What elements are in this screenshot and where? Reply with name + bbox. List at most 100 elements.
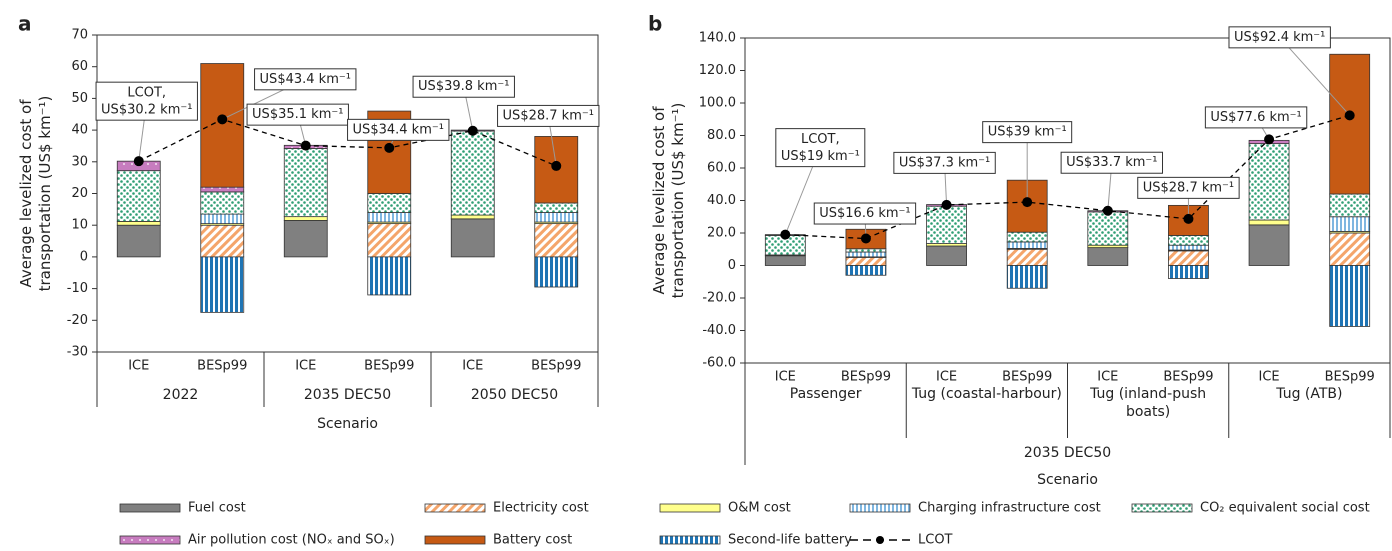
x-tick-label: BESp99 xyxy=(531,359,581,374)
x-tick-label: BESp99 xyxy=(1325,370,1375,385)
bar-segment xyxy=(1248,143,1290,221)
bar-segment xyxy=(1087,247,1129,266)
y-tick-label: -10 xyxy=(67,281,88,296)
group-label: 2050 DEC50 xyxy=(470,387,559,403)
lcot-point xyxy=(217,114,228,125)
y-tick-label: -20 xyxy=(67,313,88,328)
lcot-label: US$92.4 km⁻¹ xyxy=(1234,30,1325,45)
bar-segment xyxy=(367,212,412,223)
lcot-annotation: US$77.6 km⁻¹ xyxy=(1204,106,1308,129)
y-tick-label: 0 xyxy=(80,249,88,264)
annotation-box xyxy=(412,75,515,98)
y-axis-label: Average levelized cost oftransportation … xyxy=(650,103,687,299)
annotation-box xyxy=(982,121,1073,144)
lcot-annotation: LCOT, US$30.2 km⁻¹ xyxy=(95,81,198,121)
y-tick-label: -60.0 xyxy=(702,356,736,371)
bar-segment xyxy=(116,220,161,226)
bar-segment xyxy=(200,256,245,313)
y-axis-label: Average levelized cost oftransportation … xyxy=(17,96,54,292)
legend-swatch xyxy=(659,535,721,545)
lcot-point xyxy=(1102,205,1113,216)
y-tick-label: 20.0 xyxy=(707,226,736,241)
lcot-label: US$33.7 km⁻¹ xyxy=(1066,155,1157,170)
legend-swatch xyxy=(849,503,911,513)
lcot-label: US$35.1 km⁻¹ xyxy=(252,107,343,122)
annotation-box xyxy=(246,103,349,126)
legend-swatch xyxy=(424,535,486,545)
bar-segment xyxy=(116,170,161,222)
lcot-annotation: US$28.7 km⁻¹ xyxy=(1137,176,1240,199)
bar-segment xyxy=(1006,241,1048,249)
lcot-annotation: US$92.4 km⁻¹ xyxy=(1228,26,1331,49)
bar-segment xyxy=(450,218,495,258)
legend-label: Battery cost xyxy=(493,533,572,548)
bar-segment xyxy=(283,220,328,258)
bar-segment xyxy=(283,216,328,221)
lcot-annotation: US$34.4 km⁻¹ xyxy=(347,118,450,141)
bar-segment xyxy=(1248,224,1290,266)
annotation-box xyxy=(1204,106,1308,129)
lcot-annotation: US$39.8 km⁻¹ xyxy=(412,75,515,98)
annotation-box xyxy=(893,151,996,174)
bar-segment xyxy=(1087,211,1129,246)
legend-label: Charging infrastructure cost xyxy=(918,501,1101,516)
bar-segment xyxy=(764,255,806,266)
y-tick-label: -20.0 xyxy=(702,291,736,306)
lcot-label: US$28.7 km⁻¹ xyxy=(1143,180,1234,195)
group-label: 2022 xyxy=(162,387,199,403)
y-tick-label: 0 xyxy=(728,258,736,273)
lcot-point xyxy=(860,233,871,244)
group-label: Tug (coastal-harbour) xyxy=(911,386,1062,402)
bar-segment xyxy=(534,223,579,258)
bar-segment xyxy=(845,248,887,253)
x-tick-label: BESp99 xyxy=(364,359,414,374)
lcot-line xyxy=(785,114,1350,240)
x-tick-label: BESp99 xyxy=(197,359,247,374)
bar-segment xyxy=(534,202,579,213)
bar-segment xyxy=(1168,244,1209,251)
y-tick-label: 60 xyxy=(71,59,88,74)
lcot-point xyxy=(133,156,144,167)
group-label: Tug (inland-push boats) xyxy=(1090,386,1207,420)
lcot-point xyxy=(1022,197,1033,208)
bar-segment xyxy=(283,148,328,218)
bar-segment xyxy=(367,223,412,258)
lcot-label: LCOT, US$30.2 km⁻¹ xyxy=(101,85,192,117)
lcot-point xyxy=(1183,213,1194,224)
bar-segment xyxy=(1006,265,1048,289)
bar-segment xyxy=(200,224,245,258)
annotation-box xyxy=(347,118,450,141)
legend-swatch xyxy=(119,503,181,513)
lcot-annotation: US$39 km⁻¹ xyxy=(982,121,1073,144)
y-tick-label: 80.0 xyxy=(707,128,736,143)
lcot-line xyxy=(138,118,557,167)
bar-segment xyxy=(116,224,161,258)
bar-segment xyxy=(1168,235,1209,246)
y-tick-label: -40.0 xyxy=(702,323,736,338)
x-tick-label: ICE xyxy=(128,359,149,374)
lcot-label: US$39.8 km⁻¹ xyxy=(418,79,509,94)
y-tick-label: 40.0 xyxy=(707,193,736,208)
bar-segment xyxy=(1329,193,1371,218)
y-tick-label: 50 xyxy=(71,91,88,106)
bar-segment xyxy=(200,186,245,193)
lcot-label: US$77.6 km⁻¹ xyxy=(1210,110,1301,125)
annotation-box xyxy=(775,128,866,168)
lcot-label: US$37.3 km⁻¹ xyxy=(899,155,990,170)
bar-segment xyxy=(845,265,887,276)
legend-label: Electricity cost xyxy=(493,501,589,516)
annotation-leader xyxy=(1279,37,1351,116)
bar-segment xyxy=(200,213,245,225)
x-tick-label: ICE xyxy=(1097,370,1118,385)
annotation-box xyxy=(813,202,917,225)
lcot-label: US$16.6 km⁻¹ xyxy=(819,206,910,221)
annotation-box xyxy=(497,104,600,127)
y-tick-label: 30 xyxy=(71,154,88,169)
annotation-box xyxy=(1060,151,1164,174)
annotation-box xyxy=(1137,176,1240,199)
bar-segment xyxy=(926,205,967,244)
lcot-annotation: US$35.1 km⁻¹ xyxy=(246,103,349,126)
legend-label: Second-life battery xyxy=(728,533,852,548)
y-tick-label: 20 xyxy=(71,186,88,201)
